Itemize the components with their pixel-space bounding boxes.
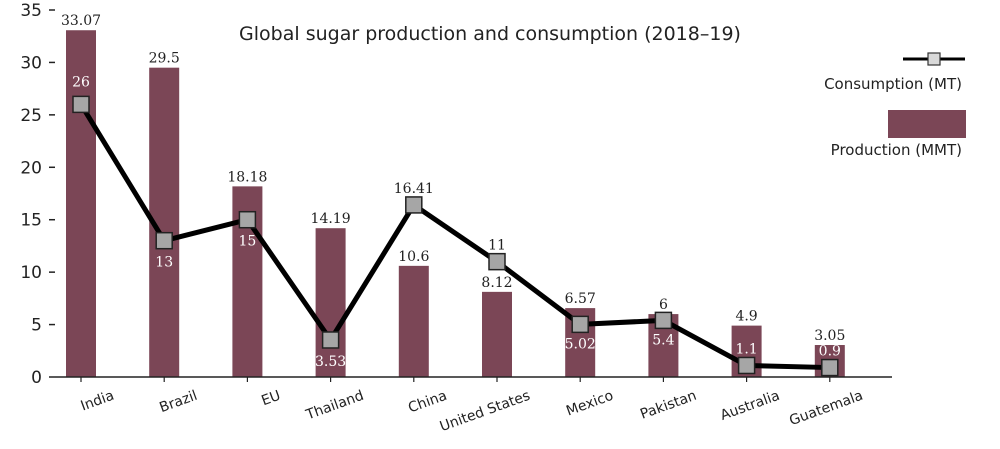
bars-layer: [66, 30, 845, 378]
consumption-point: [321, 331, 340, 349]
bar-production: [482, 291, 512, 377]
y-tick-label: 35: [20, 1, 42, 21]
x-category-label: Pakistan: [638, 388, 699, 423]
consumption-data-label: 26: [72, 74, 90, 90]
x-category-label: China: [406, 388, 449, 417]
consumption-point: [571, 315, 589, 334]
y-tick-label: 25: [20, 106, 42, 126]
consumption-point: [72, 95, 90, 114]
production-data-label: 8.12: [481, 275, 512, 291]
consumption-data-label: 5.4: [652, 332, 674, 348]
consumption-point: [821, 358, 839, 377]
consumption-data-label: 11: [488, 238, 506, 254]
consumption-point: [155, 231, 173, 250]
consumption-point: [405, 196, 423, 214]
production-data-label: 10.6: [398, 249, 429, 265]
production-data-label: 4.9: [735, 309, 757, 325]
consumption-data-label: 5.02: [565, 336, 596, 352]
y-axis: 0 5 10 15 20 25 30 35: [20, 1, 55, 388]
production-data-label: 18.18: [227, 169, 267, 185]
consumption-point: [737, 356, 756, 375]
x-category-label: Australia: [718, 388, 782, 424]
production-data-label: 29.5: [149, 51, 180, 67]
y-tick-label: 30: [20, 53, 42, 73]
bar-production: [66, 30, 96, 378]
consumption-data-label: 3.53: [315, 354, 346, 370]
x-category-label: United States: [438, 388, 533, 435]
data-labels-layer: 33.07 29.5 18.18 14.19 10.6 8.12 6.57 6 4.9 3.05 2…: [61, 13, 845, 370]
production-data-label: 6.57: [565, 291, 596, 307]
legend-label-consumption: Consumption (MT): [824, 75, 962, 93]
consumption-point: [488, 252, 506, 271]
x-category-label: Mexico: [564, 388, 615, 420]
x-category-label: India: [79, 388, 117, 415]
y-tick-label: 15: [20, 211, 42, 231]
x-category-label: Thailand: [303, 388, 366, 424]
bar-production: [398, 265, 429, 377]
legend: Consumption (MT) Production (MMT): [824, 52, 966, 159]
bar-production: [315, 228, 346, 377]
consumption-data-label: 1.1: [735, 341, 757, 357]
legend-bar-swatch: [888, 110, 966, 138]
consumption-point: [238, 210, 257, 229]
legend-label-production: Production (MMT): [831, 141, 962, 159]
consumption-data-label: 0.9: [819, 344, 841, 360]
y-tick-label: 5: [31, 316, 42, 336]
y-tick-label: 0: [31, 368, 42, 388]
y-tick-label: 20: [20, 158, 42, 178]
x-category-label: Brazil: [157, 388, 199, 416]
legend-marker-swatch: [927, 52, 941, 66]
chart-title: Global sugar production and consumption …: [239, 23, 741, 45]
consumption-data-label: 16.41: [394, 181, 434, 197]
y-tick-label: 10: [20, 263, 42, 283]
production-data-label: 33.07: [61, 13, 101, 29]
line-layer: [72, 95, 839, 377]
consumption-point: [654, 311, 673, 330]
production-data-label: 6: [659, 297, 668, 313]
consumption-data-label: 15: [238, 234, 256, 250]
x-category-label: EU: [259, 388, 282, 410]
production-data-label: 14.19: [311, 211, 351, 227]
consumption-line: [78, 103, 830, 371]
consumption-data-label: 13: [155, 255, 173, 271]
x-category-label: Guatemala: [787, 388, 865, 429]
production-data-label: 3.05: [814, 328, 845, 344]
